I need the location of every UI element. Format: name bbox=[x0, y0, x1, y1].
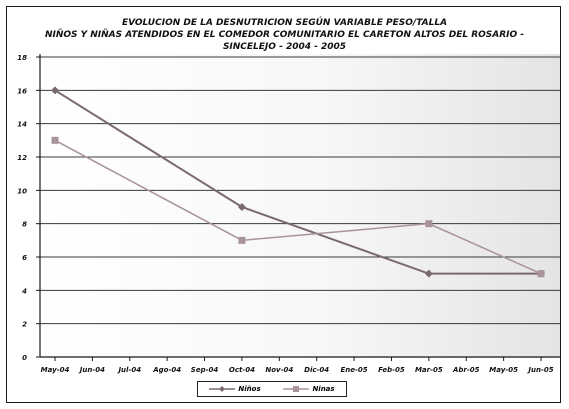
data-point-ninos bbox=[237, 203, 246, 211]
y-tick-label: 14 bbox=[17, 121, 27, 129]
x-tick-label: May-05 bbox=[489, 366, 518, 374]
data-point-ninas bbox=[51, 136, 59, 144]
chart-title-line-1: EVOLUCION DE LA DESNUTRICION SEGÚN VARIA… bbox=[121, 18, 448, 28]
chart-title-line-2: NIÑOS Y NIÑAS ATENDIDOS EN EL COMEDOR CO… bbox=[44, 30, 525, 40]
y-tick-label: 12 bbox=[17, 154, 27, 162]
data-point-ninas bbox=[425, 220, 433, 228]
data-point-ninos bbox=[51, 86, 59, 95]
y-tick-label: 0 bbox=[22, 354, 27, 362]
x-tick-label: Nov-04 bbox=[265, 366, 293, 374]
x-tick-label: Feb-05 bbox=[378, 366, 405, 374]
data-point-ninas bbox=[537, 270, 545, 278]
legend-item-ninos: Niños bbox=[209, 385, 261, 393]
data-point-ninos bbox=[424, 269, 433, 278]
x-tick-label: Dic-04 bbox=[304, 366, 329, 374]
x-tick-label: Jul-04 bbox=[116, 366, 141, 374]
x-tick-label: May-04 bbox=[41, 366, 70, 374]
x-tick-label: Ene-05 bbox=[340, 366, 367, 374]
legend-label-ninas: Ninas bbox=[312, 385, 335, 393]
x-tick-label: Sep-04 bbox=[191, 366, 219, 374]
y-tick-label: 16 bbox=[17, 87, 27, 95]
y-tick-label: 10 bbox=[17, 187, 27, 195]
legend-swatch-ninas bbox=[283, 386, 310, 392]
x-tick-label: Jun-05 bbox=[526, 366, 553, 374]
series-line-ninos bbox=[54, 89, 541, 275]
x-tick-label: Ago-04 bbox=[152, 366, 181, 374]
legend-swatch-ninos bbox=[209, 386, 236, 392]
x-tick-label: Jun-04 bbox=[78, 366, 105, 374]
y-tick-label: 6 bbox=[22, 254, 27, 262]
x-tick-label: Oct-04 bbox=[229, 366, 255, 374]
legend-item-ninas: Ninas bbox=[283, 385, 335, 393]
legend: Niños Ninas bbox=[197, 381, 347, 397]
y-tick-label: 18 bbox=[17, 54, 27, 62]
x-tick-label: Mar-05 bbox=[415, 366, 443, 374]
y-tick-label: 8 bbox=[22, 221, 27, 229]
x-tick-label: Abr-05 bbox=[452, 366, 480, 374]
legend-label-ninos: Niños bbox=[238, 385, 261, 393]
data-point-ninas bbox=[238, 236, 246, 244]
series-line-ninas bbox=[54, 139, 542, 275]
plot-area bbox=[40, 54, 560, 358]
y-tick-label: 4 bbox=[22, 287, 27, 295]
y-tick-label: 2 bbox=[22, 321, 27, 329]
chart-title-line-3: SINCELEJO - 2004 - 2005 bbox=[222, 42, 347, 52]
